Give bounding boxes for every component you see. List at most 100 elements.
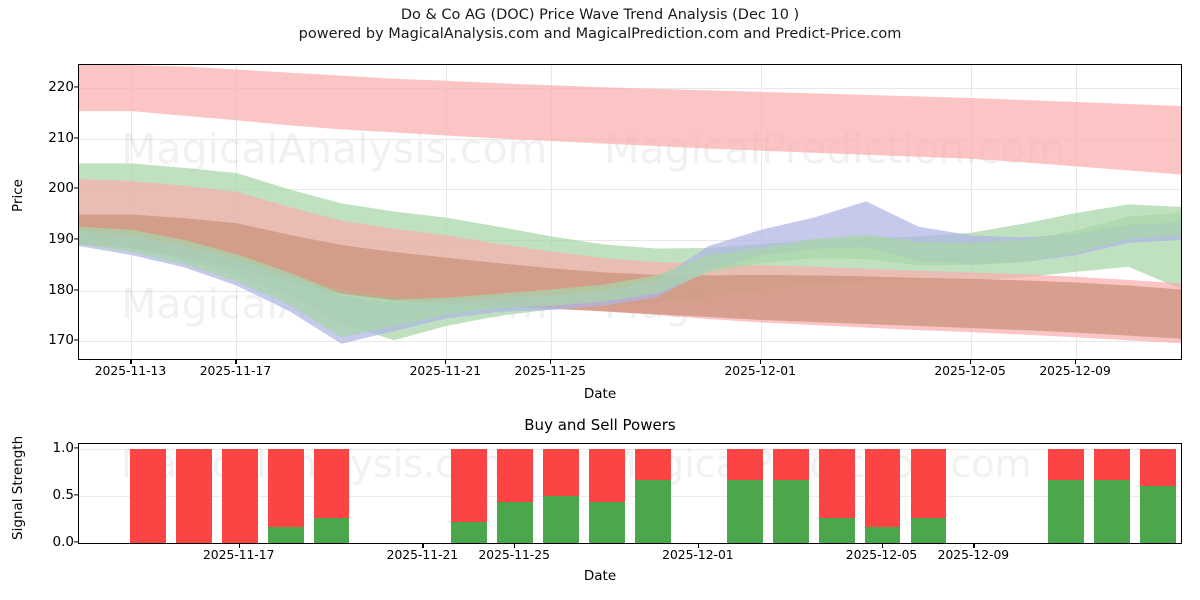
buy-power-bar bbox=[267, 526, 304, 543]
signal-x-axis-label: Date bbox=[583, 568, 617, 584]
sell-power-bar bbox=[589, 448, 625, 502]
price-x-tick-mark bbox=[970, 360, 972, 364]
price-y-tick-label: 190 bbox=[48, 230, 74, 247]
price-y-tick-mark bbox=[74, 136, 78, 139]
sell-power-bar bbox=[313, 448, 350, 518]
gridline bbox=[79, 495, 1181, 497]
buy-power-bar bbox=[313, 517, 350, 543]
sell-power-bar bbox=[818, 448, 855, 518]
price-x-tick-mark bbox=[235, 360, 237, 364]
sell-power-bar bbox=[635, 448, 671, 480]
wave-band-inner-green-wave-band bbox=[79, 212, 1181, 338]
sell-power-bar bbox=[267, 448, 304, 527]
sell-power-bar bbox=[772, 448, 809, 480]
price-y-tick-label: 170 bbox=[48, 332, 74, 349]
buy-power-bar bbox=[1140, 486, 1176, 543]
buy-power-bar bbox=[772, 479, 809, 543]
signal-x-tick-mark bbox=[697, 544, 700, 548]
sell-power-bar bbox=[543, 448, 580, 496]
price-y-tick-mark bbox=[74, 238, 78, 240]
price-y-tick-label: 220 bbox=[48, 78, 74, 95]
buy-power-bar bbox=[543, 495, 580, 543]
price-y-tick-mark bbox=[74, 86, 78, 88]
signal-y-tick-mark bbox=[74, 447, 78, 449]
signal-x-tick-mark bbox=[973, 544, 975, 548]
sell-power-bar bbox=[910, 448, 947, 518]
page-subtitle: powered by MagicalAnalysis.com and Magic… bbox=[298, 26, 902, 42]
signal-x-tick-label: 2025-12-05 bbox=[845, 548, 918, 562]
signal-y-tick-label: 1.0 bbox=[52, 439, 74, 456]
signal-x-tick-mark bbox=[881, 544, 883, 548]
price-x-tick-label: 2025-12-09 bbox=[1039, 364, 1111, 378]
sell-power-bar bbox=[1094, 448, 1131, 480]
gridline bbox=[446, 65, 448, 359]
buy-power-bar bbox=[818, 517, 855, 543]
price-y-tick-label: 180 bbox=[48, 281, 74, 298]
gridline bbox=[971, 65, 973, 359]
gridline bbox=[79, 341, 1181, 343]
buy-power-bar bbox=[497, 501, 534, 543]
price-x-tick-label: 2025-12-05 bbox=[934, 364, 1006, 378]
sell-power-bar bbox=[451, 448, 488, 523]
price-x-tick-mark bbox=[760, 360, 762, 364]
price-x-tick-label: 2025-12-01 bbox=[724, 364, 796, 378]
buy-power-bar bbox=[910, 517, 947, 543]
price-axis-label: Price bbox=[10, 179, 26, 212]
sell-power-bar bbox=[129, 448, 166, 543]
buy-power-bar bbox=[1048, 479, 1085, 543]
gridline bbox=[79, 448, 1181, 450]
price-x-tick-label: 2025-11-21 bbox=[409, 364, 482, 378]
gridline bbox=[79, 189, 1181, 191]
signal-y-tick-mark bbox=[74, 541, 78, 543]
buy-power-bar bbox=[1094, 479, 1131, 543]
price-y-tick-label: 200 bbox=[48, 180, 74, 197]
signal-x-tick-label: 2025-12-01 bbox=[662, 548, 734, 562]
price-y-tick-mark bbox=[74, 187, 78, 189]
price-x-tick-label: 2025-11-13 bbox=[94, 364, 167, 378]
price-x-tick-mark bbox=[445, 360, 447, 364]
buy-power-bar bbox=[589, 501, 625, 543]
price-wave-plot: MagicalAnalysis.com MagicalPrediction.co… bbox=[78, 64, 1182, 360]
price-x-tick-label: 2025-11-17 bbox=[199, 364, 272, 378]
signal-x-tick-mark bbox=[238, 544, 240, 548]
sell-power-bar bbox=[1048, 448, 1085, 480]
price-x-tick-mark bbox=[550, 360, 552, 364]
chart-title-block: Do & Co AG (DOC) Price Wave Trend Analys… bbox=[0, 6, 1200, 44]
price-x-tick-label: 2025-11-25 bbox=[514, 364, 587, 378]
signal-x-tick-label: 2025-12-09 bbox=[937, 548, 1010, 562]
price-wave-bands bbox=[79, 65, 1181, 344]
sell-power-bar bbox=[726, 448, 763, 480]
price-x-tick-mark bbox=[130, 360, 132, 364]
signal-y-tick-label: 0.0 bbox=[52, 534, 74, 550]
buy-power-bar bbox=[451, 522, 488, 543]
signal-x-tick-mark bbox=[422, 544, 424, 548]
signal-x-tick-label: 2025-11-21 bbox=[386, 548, 459, 562]
signal-x-tick-label: 2025-11-25 bbox=[478, 548, 550, 562]
signal-y-tick-mark bbox=[74, 494, 78, 496]
sell-power-bar bbox=[497, 448, 534, 502]
buy-power-bar bbox=[635, 479, 671, 543]
signal-x-tick-mark bbox=[514, 544, 516, 548]
gridline bbox=[761, 65, 763, 359]
sell-power-bar bbox=[221, 448, 258, 543]
wave-band-upper-resistance-band-red bbox=[79, 65, 1181, 175]
buy-power-bar bbox=[726, 479, 763, 543]
price-y-tick-mark bbox=[74, 289, 78, 291]
gridline bbox=[551, 65, 553, 359]
price-x-tick-mark bbox=[1075, 360, 1077, 364]
signal-y-axis-label: Signal Strength bbox=[10, 435, 26, 540]
wave-band-inner-brown-overlap-band bbox=[79, 214, 1181, 339]
signal-x-tick-label: 2025-11-17 bbox=[202, 548, 275, 562]
price-x-axis-label: Date bbox=[583, 386, 617, 402]
signal-y-tick-label: 0.5 bbox=[52, 486, 74, 503]
gridline bbox=[1076, 65, 1078, 359]
price-y-tick-label: 210 bbox=[48, 129, 74, 146]
price-y-tick-mark bbox=[74, 339, 78, 341]
gridline bbox=[79, 239, 1181, 241]
sell-power-bar bbox=[175, 448, 212, 543]
signal-chart-title: Buy and Sell Powers bbox=[524, 416, 676, 434]
sell-power-bar bbox=[1140, 448, 1176, 487]
page-title: Do & Co AG (DOC) Price Wave Trend Analys… bbox=[400, 7, 800, 23]
sell-power-bar bbox=[864, 448, 901, 527]
